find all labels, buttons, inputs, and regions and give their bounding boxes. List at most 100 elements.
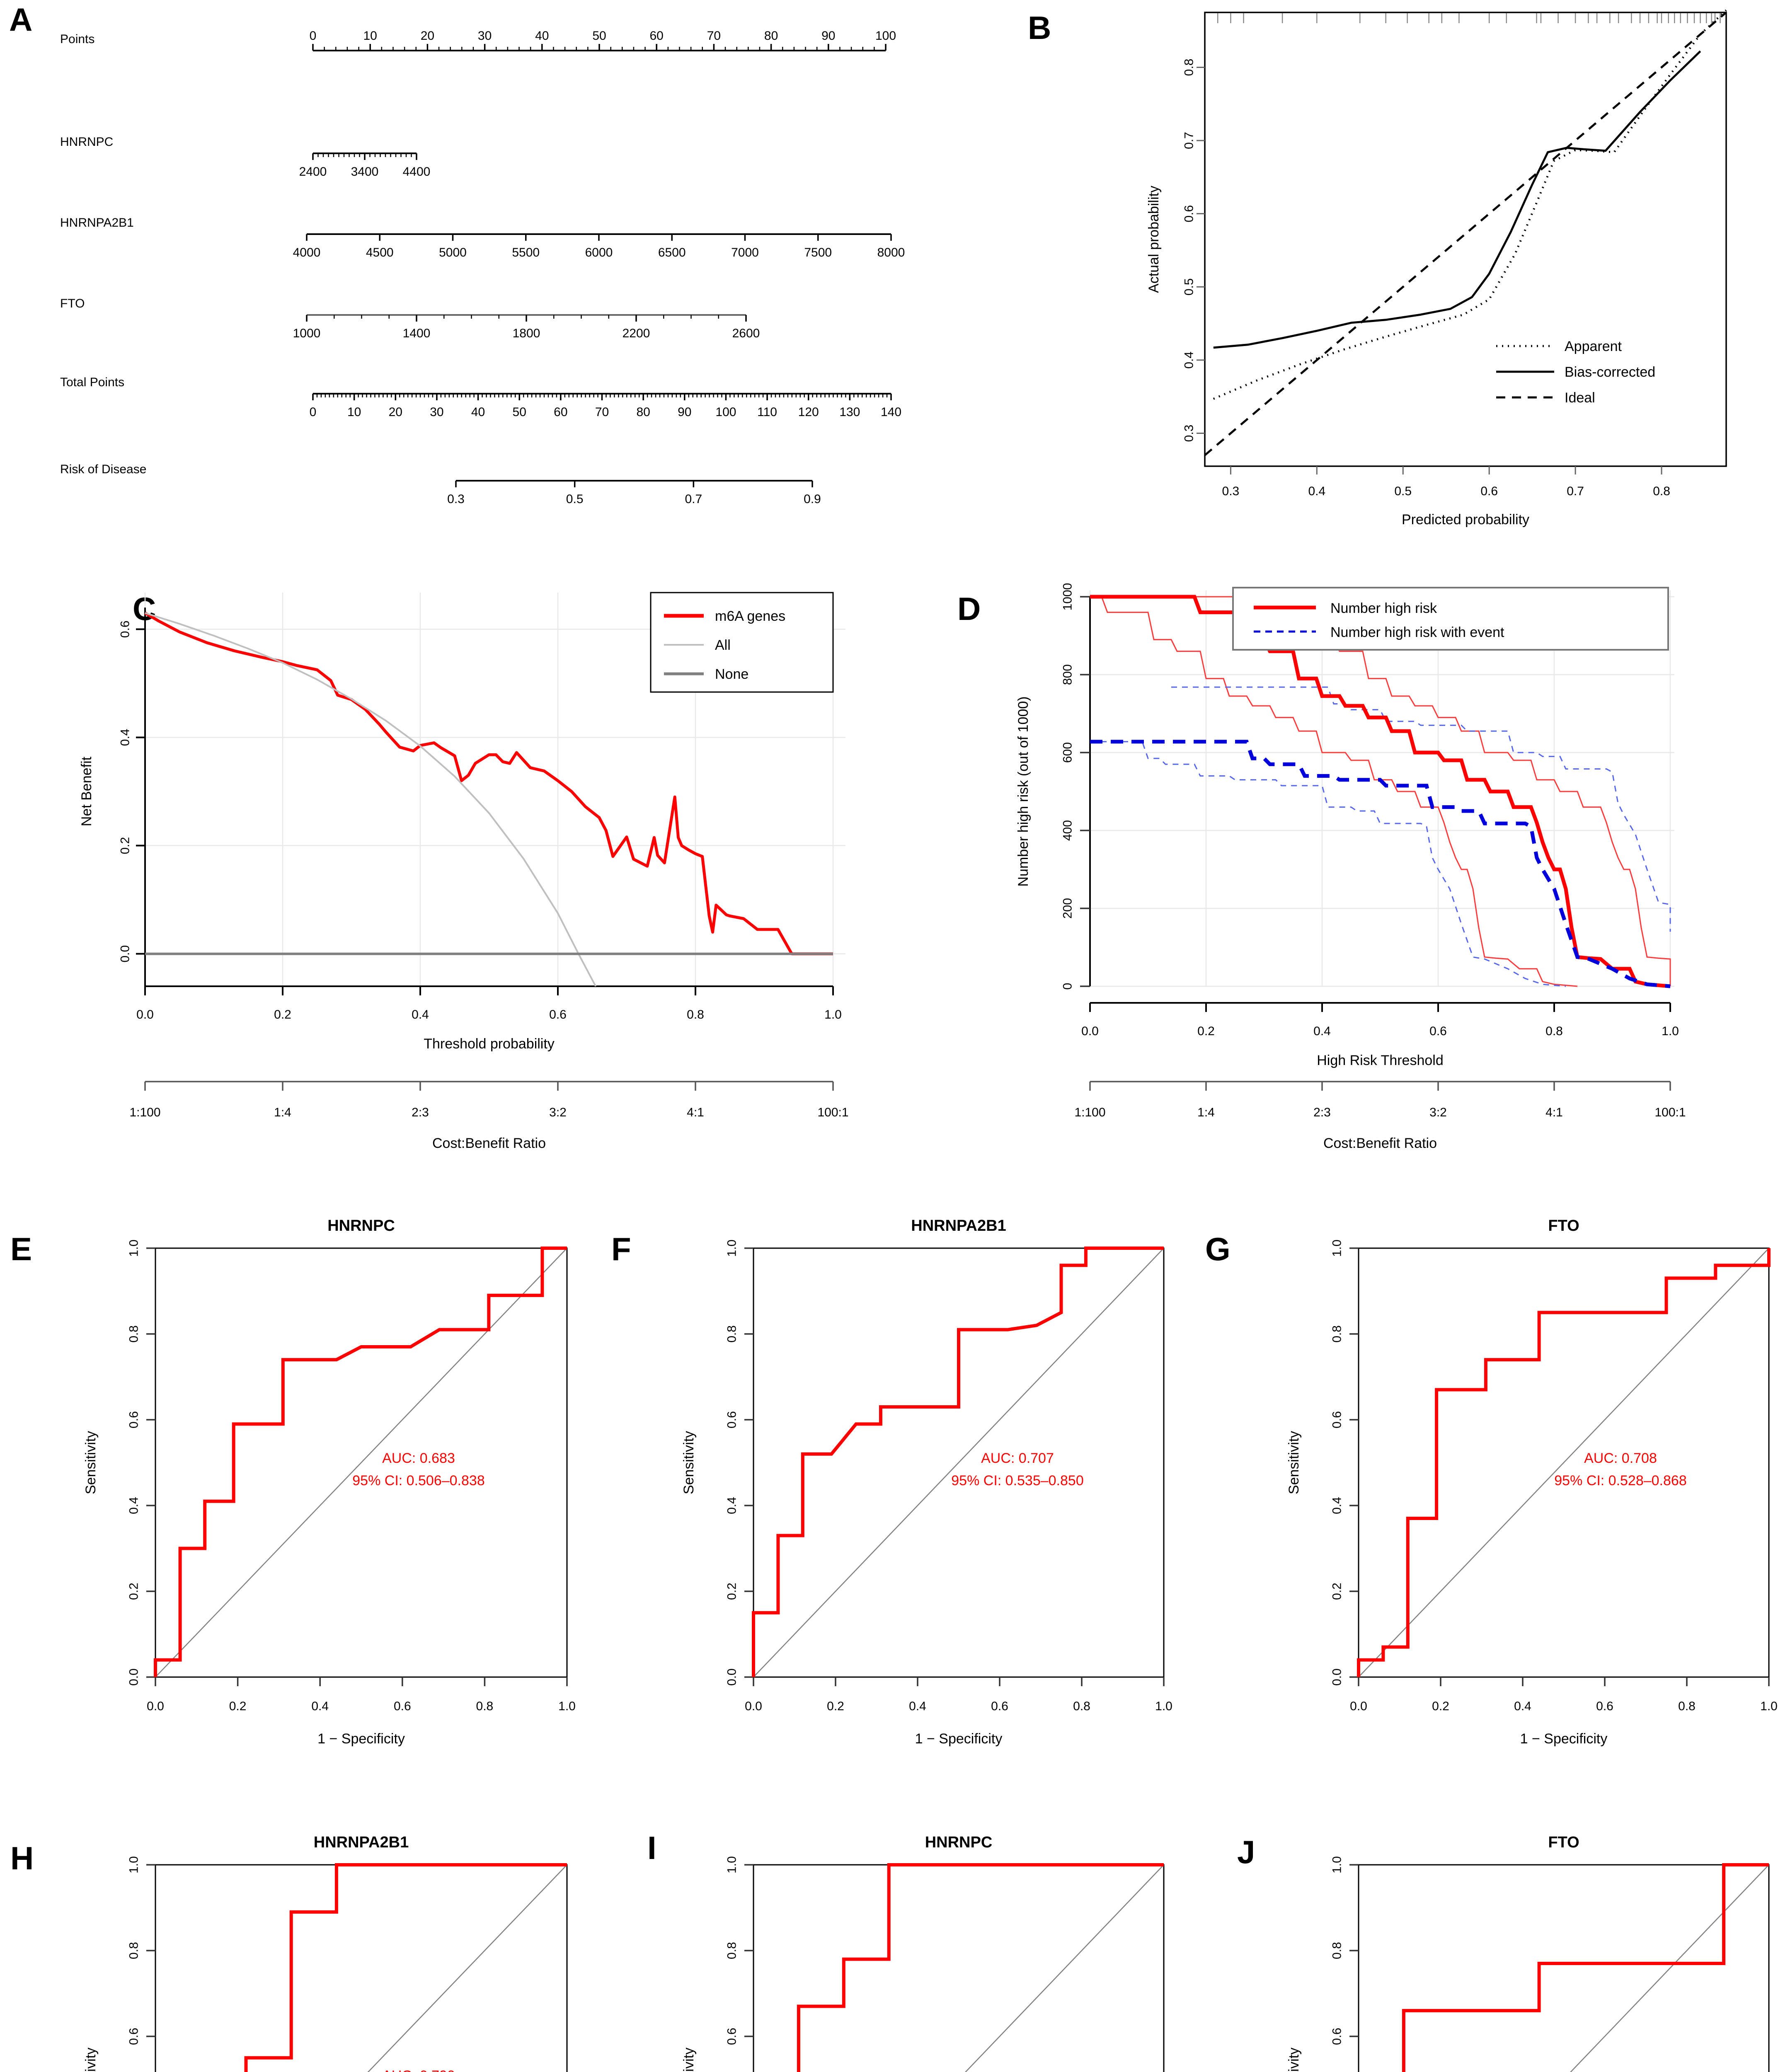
y-axis-label: Sensitivity [1286, 1431, 1302, 1494]
x-axis-tick-label: 1.0 [1155, 1699, 1172, 1713]
legend-label: Apparent [1565, 339, 1622, 354]
nomogram-row-label: HNRNPC [60, 135, 113, 149]
x-axis-tick-label: 1.0 [1760, 1699, 1778, 1713]
x-axis-tick-label: 0.8 [687, 1008, 704, 1021]
cost-benefit-tick-label: 1:4 [274, 1106, 291, 1119]
y-axis-tick-label: 0.4 [127, 1497, 141, 1514]
nomogram-tick-label: 0 [310, 405, 317, 419]
roc-plot-svg-j: FTO0.00.20.40.60.81.00.00.20.40.60.81.01… [1286, 1834, 1770, 2072]
nomogram-tick-label: 8000 [877, 246, 905, 259]
x-axis-tick-label: 0.6 [549, 1008, 567, 1021]
plot-border [1358, 1864, 1770, 2072]
cost-benefit-tick-label: 4:1 [687, 1106, 704, 1119]
x-axis-tick-label: 0.4 [1514, 1699, 1531, 1713]
x-axis-tick-label: 0.4 [909, 1699, 926, 1713]
roc-plot-svg-i: HNRNPC0.00.20.40.60.81.00.00.20.40.60.81… [681, 1834, 1165, 2072]
y-axis-tick-label: 0.6 [1330, 1411, 1344, 1428]
legend-label: None [715, 666, 749, 682]
y-axis-tick-label: 0.6 [725, 2028, 739, 2045]
panel-g-roc-fto: FTO 0.0 0.2 0.4 0.6 0.8 1.0 0.0 0.2 0.4 0.6 0.8 1.0 1… [1189, 1193, 1778, 1782]
roc-title: HNRNPC [327, 1217, 395, 1234]
nomogram-tick-label: 70 [595, 405, 609, 419]
nomogram-row-label: Total Points [60, 375, 124, 389]
decision-curve-svg: 0.0 0.2 0.4 0.6 0.0 0.2 0.4 0.6 0.8 1.0 Threshold … [79, 592, 849, 1151]
y-axis-label: Net Benefit [79, 756, 94, 826]
roc-title: FTO [1548, 1834, 1579, 1851]
y-axis-tick-label: 1.0 [1330, 1239, 1344, 1257]
nomogram-tick-label: 2200 [623, 327, 650, 340]
plot-border [155, 1247, 568, 1678]
auc-label: AUC: 0.716 [1592, 2070, 1665, 2072]
y-axis-label: Actual probability [1146, 186, 1162, 293]
y-axis-label: Sensitivity [83, 1431, 99, 1494]
plot-border [753, 1247, 1165, 1678]
event-lower-band [1090, 741, 1566, 987]
nomogram-tick-label: 0.3 [447, 492, 465, 506]
nomogram-tick-label: 20 [421, 29, 434, 43]
nomogram-tick-label: 130 [839, 405, 860, 419]
reference-diagonal [965, 1864, 1164, 2072]
y-axis-tick-label: 0.0 [119, 945, 132, 963]
x-axis-tick-label: 0.8 [1678, 1699, 1696, 1713]
legend-label: Bias-corrected [1565, 364, 1655, 380]
reference-diagonal [753, 1248, 1164, 1677]
y-axis-tick-label: 0.4 [1182, 351, 1196, 369]
nomogram-row-label: HNRNPA2B1 [60, 216, 134, 230]
x-axis-tick-label: 0.0 [1350, 1699, 1367, 1713]
y-axis-tick-label: 0.7 [1182, 132, 1196, 149]
y-axis-tick-label: 0.4 [119, 729, 132, 746]
panel-label-d: D [957, 591, 981, 627]
cost-benefit-tick-label: 3:2 [1429, 1106, 1447, 1119]
ci-label: 95% CI: 0.528–0.868 [1554, 1473, 1686, 1489]
x-axis-tick-label: 0.2 [229, 1699, 247, 1713]
legend-label: All [715, 637, 731, 653]
x-axis-tick-label: 0.0 [147, 1699, 164, 1713]
x-axis-tick-label: 0.6 [1480, 484, 1498, 498]
nomogram-tick-label: 1800 [513, 327, 540, 340]
nomogram-tick-label: 110 [757, 405, 777, 419]
y-axis-tick-label: 200 [1061, 898, 1075, 919]
roc-curve [154, 1247, 567, 1677]
x-axis-label: 1 − Specificity [317, 1731, 405, 1747]
plot-border [753, 1864, 1165, 2072]
nomogram-tick-label: 70 [707, 29, 721, 43]
y-axis-label: Sensitivity [681, 2048, 697, 2072]
y-axis-tick-label: 800 [1061, 664, 1075, 685]
panel-c-decision-curve: 0.0 0.2 0.4 0.6 0.0 0.2 0.4 0.6 0.8 1.0 Threshold … [0, 572, 924, 1193]
y-axis-label: Sensitivity [1286, 2048, 1302, 2072]
nomogram-tick-label: 0 [310, 29, 317, 43]
roc-title: HNRNPC [925, 1834, 993, 1851]
reference-diagonal [155, 1248, 567, 1677]
y-axis-tick-label: 0 [1061, 983, 1075, 990]
panel-label-j: J [1237, 1834, 1255, 1870]
legend-label: Ideal [1565, 390, 1595, 406]
roc-curve [1402, 1863, 1769, 2072]
y-axis-tick-label: 0.4 [1330, 1497, 1344, 1514]
panel-b-calibration: 0.3 0.4 0.5 0.6 0.7 0.8 0.3 0.4 0.5 0.6 0.7 0.8 Pred… [953, 0, 1778, 551]
y-axis-label: Sensitivity [681, 1431, 697, 1494]
legend-label: Number high risk [1330, 600, 1437, 616]
nomogram-tick-label: 10 [347, 405, 361, 419]
panel-label-a: A [9, 1, 33, 38]
high-risk-upper-band [1160, 596, 1671, 986]
x-axis-tick-label: 0.2 [1432, 1699, 1449, 1713]
y-axis-tick-label: 0.6 [127, 1411, 141, 1428]
nomogram-tick-label: 140 [881, 405, 901, 419]
y-axis-tick-label: 1.0 [725, 1856, 739, 1874]
x-axis-tick-label: 0.3 [1222, 484, 1240, 498]
y-axis-tick-label: 0.3 [1182, 425, 1196, 442]
nomogram-tick-label: 7500 [804, 246, 832, 259]
roc-plot-svg-e: HNRNPC 0.0 0.2 0.4 0.6 0.8 1.0 0.0 0.2 0.4 0.6 0.8 1… [83, 1217, 576, 1747]
x-axis-tick-label: 0.8 [1653, 484, 1670, 498]
calibration-plot-svg: 0.3 0.4 0.5 0.6 0.7 0.8 0.3 0.4 0.5 0.6 0.7 0.8 Pred… [1146, 9, 1727, 528]
nomogram-tick-label: 5500 [512, 246, 540, 259]
x-axis-label: Predicted probability [1402, 512, 1529, 528]
legend-box [1232, 587, 1669, 651]
panel-label-g: G [1205, 1231, 1231, 1267]
nomogram-row-label: FTO [60, 297, 85, 310]
cost-benefit-tick-label: 2:3 [1313, 1106, 1331, 1119]
y-axis-tick-label: 0.0 [725, 1668, 739, 1686]
panel-label-i: I [647, 1830, 656, 1866]
nomogram-row-label: Risk of Disease [60, 462, 146, 476]
panel-label-h: H [10, 1840, 34, 1876]
